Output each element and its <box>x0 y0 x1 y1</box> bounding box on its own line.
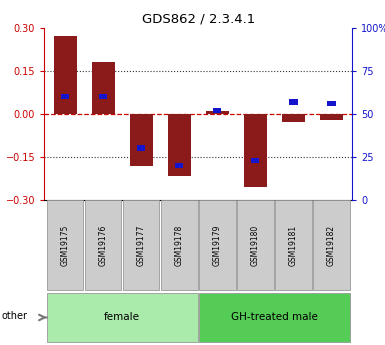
Bar <box>199 200 236 290</box>
Bar <box>54 36 77 114</box>
Bar <box>289 99 298 105</box>
Title: GDS862 / 2.3.4.1: GDS862 / 2.3.4.1 <box>142 12 255 25</box>
Bar <box>92 62 115 114</box>
Bar <box>168 114 191 176</box>
Text: GSM19179: GSM19179 <box>213 224 222 266</box>
Text: GSM19178: GSM19178 <box>175 224 184 266</box>
Bar <box>275 200 311 290</box>
Bar <box>137 146 146 151</box>
Bar <box>85 200 121 290</box>
Text: GSM19181: GSM19181 <box>289 225 298 266</box>
Text: GSM19180: GSM19180 <box>251 224 260 266</box>
Bar <box>213 108 221 113</box>
Bar <box>123 200 159 290</box>
Bar <box>47 200 84 290</box>
Bar <box>47 293 198 342</box>
Text: GH-treated male: GH-treated male <box>231 313 318 323</box>
Text: GSM19176: GSM19176 <box>99 224 108 266</box>
Bar <box>99 94 107 99</box>
Bar <box>130 114 152 166</box>
Bar <box>251 158 259 163</box>
Bar <box>175 163 183 168</box>
Text: other: other <box>2 311 28 321</box>
Bar <box>313 200 350 290</box>
Text: GSM19175: GSM19175 <box>61 224 70 266</box>
Bar <box>282 114 305 122</box>
Bar <box>61 94 69 99</box>
Bar <box>206 111 229 114</box>
Text: GSM19182: GSM19182 <box>327 225 336 266</box>
Bar <box>237 200 274 290</box>
Text: female: female <box>104 313 140 323</box>
Text: GSM19177: GSM19177 <box>137 224 146 266</box>
Bar <box>199 293 350 342</box>
Bar <box>161 200 198 290</box>
Bar <box>320 114 343 120</box>
Bar <box>244 114 267 187</box>
Bar <box>327 101 336 106</box>
